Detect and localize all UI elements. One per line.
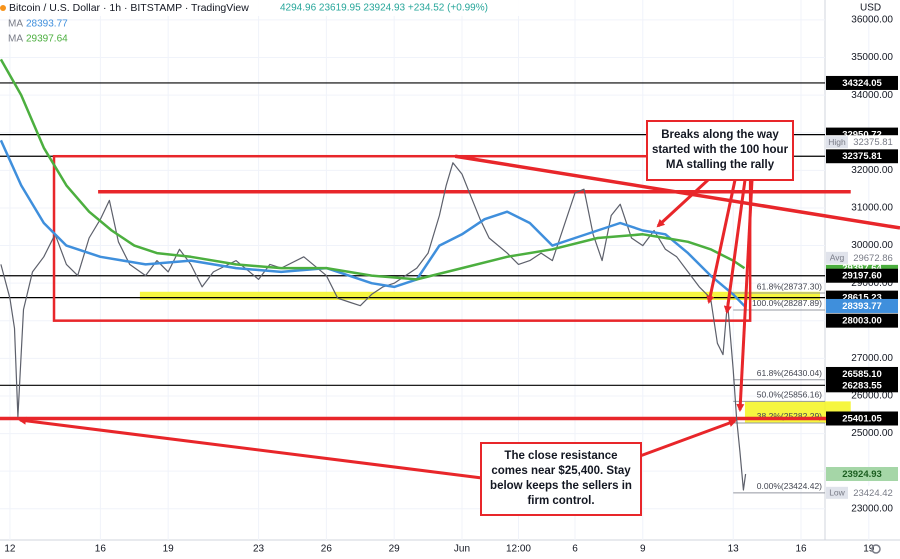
price-box-label: 32950.72 bbox=[842, 130, 882, 141]
price-box bbox=[826, 268, 898, 283]
price-box-label: 28393.77 bbox=[842, 301, 882, 312]
y-tick-label: 29000.00 bbox=[851, 278, 893, 289]
annotation-text: comes near $25,400. Stay bbox=[491, 465, 631, 477]
price-box-label: 25401.05 bbox=[842, 414, 882, 425]
x-tick-label: 13 bbox=[728, 544, 740, 555]
price-box bbox=[826, 467, 898, 482]
x-tick-label: 6 bbox=[572, 544, 578, 555]
price-tag: Low bbox=[829, 488, 845, 498]
y-tick-label: 27000.00 bbox=[851, 353, 893, 364]
fib-label: 61.8%(26430.04) bbox=[757, 368, 822, 378]
fib-label: 61.8%(28737.30) bbox=[757, 281, 822, 291]
annotation: Breaks along the way started with the 10… bbox=[646, 120, 794, 412]
price-box bbox=[826, 378, 898, 393]
fib-label: 0.00%(23424.42) bbox=[757, 481, 822, 491]
x-tick-label: 29 bbox=[389, 544, 401, 555]
annotation-text: firm control. bbox=[527, 495, 594, 507]
y-tick-label: 32000.00 bbox=[851, 165, 893, 176]
x-tick-label: 9 bbox=[640, 544, 646, 555]
price-tag-label: 32375.81 bbox=[853, 137, 893, 148]
price-box-label: 26585.10 bbox=[842, 369, 882, 380]
legend-ma-value: 29397.64 bbox=[26, 34, 68, 45]
price-box bbox=[826, 298, 898, 313]
price-box-label: 23924.93 bbox=[842, 469, 882, 480]
arrow bbox=[639, 419, 737, 458]
yellow-zone bbox=[139, 291, 820, 300]
annotation-text: MA stalling the rally bbox=[666, 159, 775, 171]
annotation-box bbox=[646, 120, 794, 181]
settings-icon[interactable] bbox=[871, 544, 881, 554]
price-line bbox=[0, 162, 747, 491]
price-tag-box bbox=[826, 136, 848, 149]
y-tick-label: 34000.00 bbox=[851, 90, 893, 101]
y-tick-label: 31000.00 bbox=[851, 203, 893, 214]
price-box-label: 28615.23 bbox=[842, 293, 882, 304]
y-tick-label: 25000.00 bbox=[851, 428, 893, 439]
axes: 23000.0024000.0025000.0026000.0027000.00… bbox=[4, 15, 898, 555]
fib-label: 50.0%(25856.16) bbox=[757, 390, 822, 400]
moving-average bbox=[0, 58, 746, 281]
price-box bbox=[826, 149, 898, 164]
fib-label: 38.2%(25282.29) bbox=[757, 411, 822, 421]
price-box-label: 29197.60 bbox=[842, 271, 882, 282]
legend-ma-name: MA bbox=[8, 19, 23, 30]
y-axis-label: USD bbox=[860, 3, 881, 14]
price-box bbox=[826, 313, 898, 328]
header-bg bbox=[0, 0, 560, 16]
chart-title: Bitcoin / U.S. Dollar · 1h · BITSTAMP · … bbox=[9, 2, 249, 14]
symbol-icon bbox=[0, 5, 6, 11]
x-tick-label: 16 bbox=[795, 544, 807, 555]
annotation-text: The close resistance bbox=[504, 450, 617, 462]
price-tag: High bbox=[828, 137, 846, 147]
x-tick-label: 19 bbox=[863, 544, 875, 555]
moving-average bbox=[0, 139, 746, 307]
ohlc-readout: 4294.96 23619.95 23924.93 +234.52 (+0.99… bbox=[280, 3, 488, 14]
arrow bbox=[18, 416, 483, 480]
annotation-text: below keeps the sellers in bbox=[490, 480, 632, 492]
x-tick-label: 19 bbox=[163, 544, 175, 555]
arrow bbox=[723, 179, 747, 314]
price-box-label: 26283.55 bbox=[842, 380, 882, 391]
series bbox=[0, 58, 747, 491]
y-tick-label: 30000.00 bbox=[851, 240, 893, 251]
fib-label: 100.0%(28287.89) bbox=[752, 298, 822, 308]
y-tick-label: 23000.00 bbox=[851, 503, 893, 514]
price-tag: Avg bbox=[830, 253, 845, 263]
price-box bbox=[826, 75, 898, 90]
arrow bbox=[736, 179, 754, 412]
price-box-label: 29397.64 bbox=[842, 263, 882, 274]
price-tag-label: 23424.42 bbox=[853, 488, 893, 499]
price-box-label: 32375.81 bbox=[842, 151, 882, 162]
price-box-label: 28003.00 bbox=[842, 316, 882, 327]
y-tick-label: 26000.00 bbox=[851, 391, 893, 402]
legend-ma-value: 28393.77 bbox=[26, 19, 68, 30]
y-tick-label: 35000.00 bbox=[851, 52, 893, 63]
price-box bbox=[826, 411, 898, 426]
annotation-text: started with the 100 hour bbox=[652, 144, 789, 156]
x-tick-label: 16 bbox=[95, 544, 107, 555]
arrow bbox=[656, 178, 710, 228]
price-tag-label: 29672.86 bbox=[853, 253, 893, 264]
x-tick-label: 26 bbox=[321, 544, 333, 555]
red-line bbox=[454, 154, 900, 230]
legend-ma-name: MA bbox=[8, 34, 23, 45]
price-box bbox=[826, 366, 898, 381]
x-tick-label: Jun bbox=[454, 544, 470, 555]
price-box-label: 34324.05 bbox=[842, 78, 882, 89]
x-tick-label: 12:00 bbox=[506, 544, 531, 555]
x-tick-label: 12 bbox=[4, 544, 16, 555]
price-tag-box bbox=[826, 251, 848, 264]
price-tag-box bbox=[826, 486, 848, 499]
x-tick-label: 23 bbox=[253, 544, 265, 555]
y-tick-label: 36000.00 bbox=[851, 15, 893, 26]
arrow bbox=[706, 179, 737, 304]
annotation-box bbox=[480, 442, 642, 516]
annotation: The close resistance comes near $25,400.… bbox=[18, 416, 737, 516]
annotation-text: Breaks along the way bbox=[661, 129, 779, 141]
